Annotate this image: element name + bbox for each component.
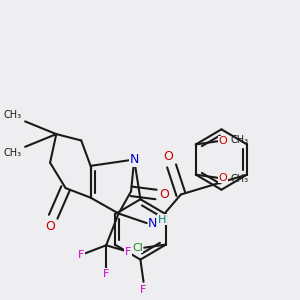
Text: CH₃: CH₃: [230, 174, 248, 184]
Text: O: O: [164, 150, 173, 163]
Text: F: F: [78, 250, 84, 260]
Text: O: O: [219, 173, 228, 183]
Text: CH₃: CH₃: [4, 110, 22, 120]
Text: N: N: [148, 217, 158, 230]
Text: F: F: [140, 285, 147, 295]
Text: F: F: [103, 269, 109, 279]
Text: N: N: [130, 153, 139, 166]
Text: Cl: Cl: [132, 243, 143, 253]
Text: CH₃: CH₃: [4, 148, 22, 158]
Text: F: F: [125, 247, 131, 257]
Text: O: O: [219, 136, 228, 146]
Text: CH₃: CH₃: [230, 135, 248, 145]
Text: O: O: [159, 188, 169, 201]
Text: O: O: [45, 220, 55, 233]
Text: H: H: [158, 215, 166, 225]
